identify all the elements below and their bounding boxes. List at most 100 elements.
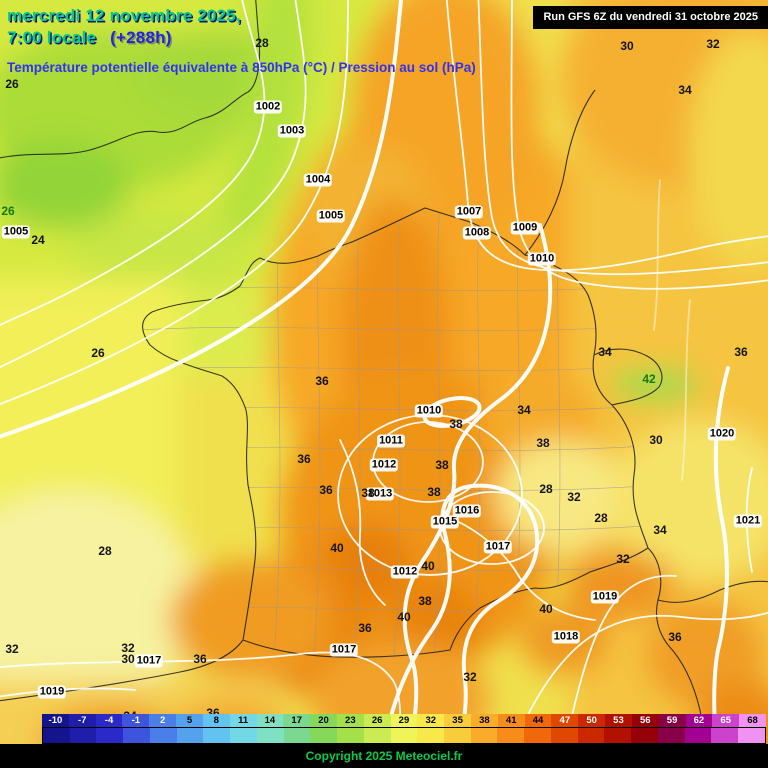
colorbar-tick: 23: [336, 714, 364, 727]
pressure-label: 1013: [365, 487, 395, 501]
temp-label: 30: [649, 433, 663, 447]
time-line: 7:00 locale: [7, 28, 97, 47]
temp-label: 34: [653, 523, 667, 537]
colorbar-cell: [711, 728, 739, 743]
colorbar-cell: [43, 728, 70, 743]
colorbar-cell: [363, 728, 391, 743]
temp-label: 30: [620, 39, 634, 53]
temp-label: 36: [358, 621, 372, 635]
temp-label: 32: [121, 641, 135, 655]
colorbar-cell: [176, 728, 204, 743]
temp-label: 36: [319, 483, 333, 497]
temp-label: 36: [193, 652, 207, 666]
colorbar-cell: [738, 728, 765, 743]
map-subtitle: Température potentielle équivalente à 85…: [7, 60, 476, 75]
colorbar-cell: [96, 728, 124, 743]
pressure-label: 1015: [430, 515, 460, 529]
temp-label: 38: [435, 458, 449, 472]
pressure-label: 1019: [37, 685, 67, 699]
temp-label: 26: [1, 204, 15, 218]
temp-label: 28: [98, 544, 112, 558]
colorbar-tick: 47: [551, 714, 579, 727]
run-info-box: Run GFS 6Z du vendredi 31 octobre 2025: [533, 6, 768, 29]
colorbar-tick: -4: [95, 714, 123, 727]
footer-bar: Copyright 2025 Meteociel.fr: [0, 744, 768, 768]
colorbar-cell: [417, 728, 445, 743]
temp-label: 26: [5, 77, 19, 91]
temp-label: 34: [598, 345, 612, 359]
colorbar-tick: 5: [176, 714, 203, 727]
colorbar-tick: 8: [202, 714, 230, 727]
temp-label: 32: [706, 37, 720, 51]
colorbar-tick: 53: [605, 714, 632, 727]
temp-label: 40: [330, 541, 344, 555]
colorbar-tick: 59: [658, 714, 686, 727]
colorbar-cell-row: [42, 727, 766, 744]
colorbar-tick: 11: [229, 714, 257, 727]
colorbar-tick: 65: [712, 714, 740, 727]
temp-label: 32: [463, 670, 477, 684]
colorbar-tick: 68: [739, 714, 766, 727]
temp-label: 36: [297, 452, 311, 466]
copyright-text: Copyright 2025 Meteociel.fr: [305, 749, 463, 763]
temp-label: 38: [536, 436, 550, 450]
colorbar-tick: 29: [390, 714, 418, 727]
colorbar-tick: 20: [310, 714, 337, 727]
colorbar-cell: [604, 728, 632, 743]
temp-label: 38: [418, 594, 432, 608]
colorbar-cell: [149, 728, 177, 743]
colorbar-tick: 17: [283, 714, 311, 727]
colorbar-tick: 14: [256, 714, 284, 727]
forecast-offset: (+288h): [110, 28, 172, 47]
temp-label: 42: [642, 372, 656, 386]
temp-label: 36: [734, 345, 748, 359]
colorbar-tick: 26: [363, 714, 391, 727]
pressure-label: 1020: [707, 427, 737, 441]
colorbar-tick: 41: [497, 714, 525, 727]
colorbar-tick: 35: [444, 714, 471, 727]
pressure-label: 1007: [454, 205, 484, 219]
colorbar-cell: [337, 728, 364, 743]
colorbar-cell: [69, 728, 97, 743]
date-line: mercredi 12 novembre 2025,: [7, 6, 241, 25]
pressure-label: 1002: [253, 100, 283, 114]
pressure-label: 1011: [377, 434, 405, 448]
pressure-label: 1004: [303, 173, 333, 187]
colorbar-cell: [230, 728, 257, 743]
colorbar-cell: [256, 728, 284, 743]
colorbar-cell: [657, 728, 685, 743]
colorbar-cell: [631, 728, 658, 743]
pressure-label: 1017: [329, 643, 359, 657]
temp-label: 34: [678, 83, 692, 97]
colorbar-tick: 62: [685, 714, 713, 727]
temp-label: 32: [567, 490, 581, 504]
colorbar-tick: 44: [524, 714, 552, 727]
temp-label: 38: [449, 417, 463, 431]
pressure-label: 1005: [1, 225, 31, 239]
temperature-colorbar: -10 -7 -4 -1 2 5 8 11 14 17 20 23 26 29 32 35 38 41 44 47 50…: [42, 714, 766, 744]
pressure-label: 1017: [134, 654, 164, 668]
colorbar-tick: 56: [631, 714, 659, 727]
temp-label: 36: [668, 630, 682, 644]
temp-label: 32: [616, 552, 630, 566]
pressure-label: 1019: [590, 590, 620, 604]
pressure-label: 1008: [462, 226, 492, 240]
colorbar-cell: [123, 728, 150, 743]
temp-label: 34: [517, 403, 531, 417]
colorbar-cell: [444, 728, 471, 743]
colorbar-cell: [684, 728, 712, 743]
temp-label: 40: [397, 610, 411, 624]
temp-label: 30: [121, 652, 135, 666]
temp-label: 40: [539, 602, 553, 616]
temp-label: 26: [91, 346, 105, 360]
temp-label: 38: [427, 485, 441, 499]
colorbar-cell: [550, 728, 578, 743]
colorbar-cell: [283, 728, 311, 743]
temp-label: 38: [361, 486, 375, 500]
colorbar-tick: 50: [578, 714, 606, 727]
temp-label: 32: [5, 642, 19, 656]
